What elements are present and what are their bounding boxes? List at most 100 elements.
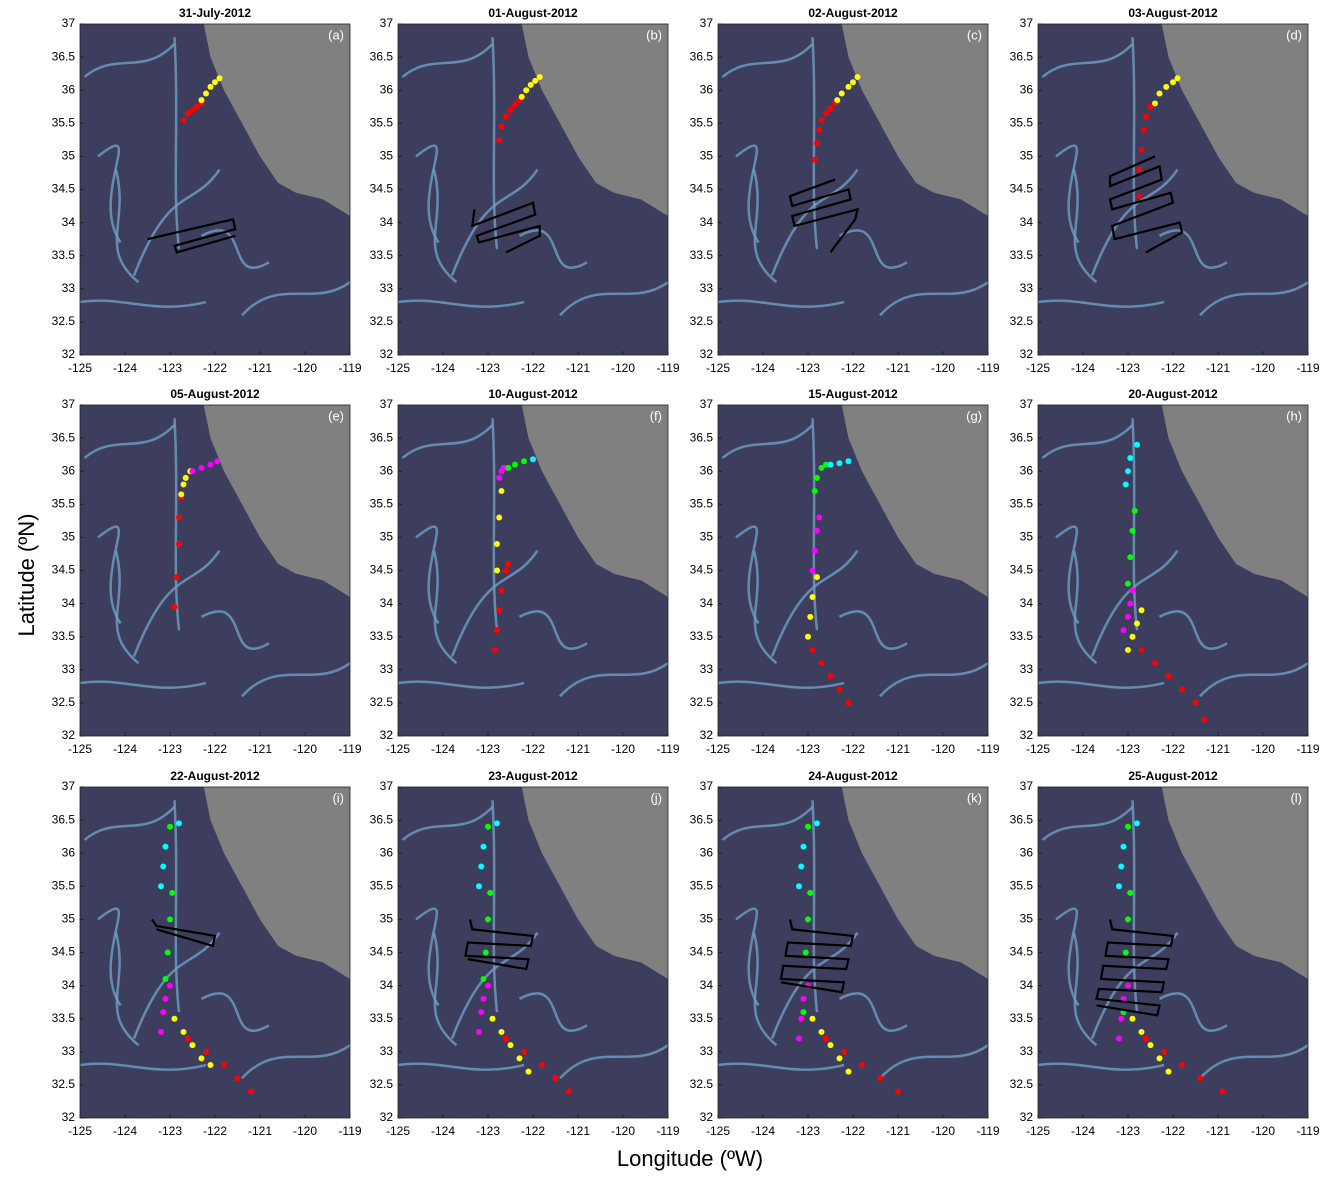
particle	[846, 1069, 852, 1075]
x-tick-label: -120	[931, 742, 955, 756]
y-tick-label: 33	[700, 1044, 714, 1058]
x-tick-label: -122	[203, 1124, 227, 1138]
x-tick-label: -120	[931, 1124, 955, 1138]
x-tick-label: -121	[566, 742, 590, 756]
map-area	[718, 787, 988, 1118]
particle	[503, 1036, 509, 1042]
particle	[812, 157, 818, 163]
particle	[1166, 1069, 1172, 1075]
particle	[837, 687, 843, 693]
x-tick-label: -121	[886, 361, 910, 375]
particle	[1118, 863, 1124, 869]
y-tick-label: 32	[380, 1110, 394, 1124]
particle	[167, 824, 173, 830]
particle	[505, 465, 511, 471]
panel-title: 25-August-2012	[1128, 769, 1218, 783]
y-tick-label: 35.5	[52, 115, 76, 129]
x-tick-label: -124	[1071, 742, 1095, 756]
y-tick-label: 35	[1020, 530, 1034, 544]
y-tick-label: 37	[380, 16, 394, 30]
x-tick-label: -125	[68, 742, 92, 756]
panel-title: 22-August-2012	[170, 769, 260, 783]
particle	[160, 863, 166, 869]
particle	[796, 1036, 802, 1042]
x-tick-label: -124	[113, 361, 137, 375]
y-tick-label: 33	[62, 1044, 76, 1058]
y-tick-label: 33.5	[1010, 1011, 1034, 1025]
particle	[1139, 147, 1145, 153]
y-tick-label: 33	[700, 281, 714, 295]
panel-label: (d)	[1286, 27, 1302, 42]
particle	[174, 574, 180, 580]
particle	[1139, 647, 1145, 653]
particle	[499, 488, 505, 494]
particle	[1123, 481, 1129, 487]
y-tick-label: 35	[700, 149, 714, 163]
particle	[1134, 620, 1140, 626]
y-tick-label: 34.5	[52, 182, 76, 196]
x-tick-label: -120	[611, 742, 635, 756]
particle	[214, 458, 220, 464]
y-tick-label: 37	[62, 397, 76, 411]
y-tick-label: 35.5	[1010, 878, 1034, 892]
y-tick-label: 35.5	[52, 496, 76, 510]
particle	[508, 107, 514, 113]
particle	[850, 79, 856, 85]
particle	[816, 515, 822, 521]
y-tick-label: 37	[1020, 397, 1034, 411]
particle	[1125, 983, 1131, 989]
y-tick-label: 35	[62, 149, 76, 163]
panel-title: 31-July-2012	[179, 6, 251, 20]
y-tick-label: 32.5	[1010, 695, 1034, 709]
particle	[208, 1062, 214, 1068]
particle	[1143, 1036, 1149, 1042]
x-tick-label: -121	[886, 1124, 910, 1138]
x-tick-label: -123	[476, 1124, 500, 1138]
particle	[528, 82, 534, 88]
x-tick-label: -119	[1296, 361, 1319, 375]
panel: -125-124-123-122-121-120-1193232.53333.5…	[52, 387, 362, 756]
x-tick-label: -122	[203, 361, 227, 375]
y-tick-label: 37	[700, 779, 714, 793]
y-tick-label: 33	[62, 281, 76, 295]
y-tick-label: 32.5	[690, 695, 714, 709]
particle	[496, 137, 502, 143]
y-tick-label: 33.5	[1010, 248, 1034, 262]
x-tick-label: -119	[976, 361, 999, 375]
panel-title: 03-August-2012	[1128, 6, 1218, 20]
panel: -125-124-123-122-121-120-1193232.53333.5…	[52, 6, 362, 375]
particle	[895, 1089, 901, 1095]
y-tick-label: 33.5	[370, 248, 394, 262]
x-tick-label: -119	[1296, 742, 1319, 756]
x-tick-label: -124	[1071, 361, 1095, 375]
x-tick-label: -125	[68, 1124, 92, 1138]
particle	[163, 844, 169, 850]
particle	[181, 481, 187, 487]
x-tick-label: -122	[203, 742, 227, 756]
y-tick-label: 33.5	[370, 1011, 394, 1025]
y-tick-label: 32.5	[52, 695, 76, 709]
particle	[519, 94, 525, 100]
y-tick-label: 32	[700, 347, 714, 361]
particle	[485, 983, 491, 989]
x-tick-label: -120	[611, 1124, 635, 1138]
y-tick-label: 34	[700, 978, 714, 992]
particle	[539, 1062, 545, 1068]
x-tick-label: -125	[706, 1124, 730, 1138]
x-tick-label: -122	[1161, 742, 1185, 756]
y-tick-label: 36.5	[370, 430, 394, 444]
y-tick-label: 37	[700, 16, 714, 30]
particle	[505, 561, 511, 567]
particle	[801, 844, 807, 850]
x-tick-label: -119	[656, 361, 679, 375]
y-tick-label: 34	[1020, 596, 1034, 610]
particle	[158, 883, 164, 889]
y-tick-label: 36.5	[370, 49, 394, 63]
x-tick-label: -122	[841, 361, 865, 375]
y-tick-label: 32.5	[52, 1077, 76, 1091]
y-tick-label: 35	[380, 149, 394, 163]
particle	[487, 890, 493, 896]
y-tick-label: 34	[380, 596, 394, 610]
particle	[496, 607, 502, 613]
x-tick-label: -122	[1161, 361, 1185, 375]
